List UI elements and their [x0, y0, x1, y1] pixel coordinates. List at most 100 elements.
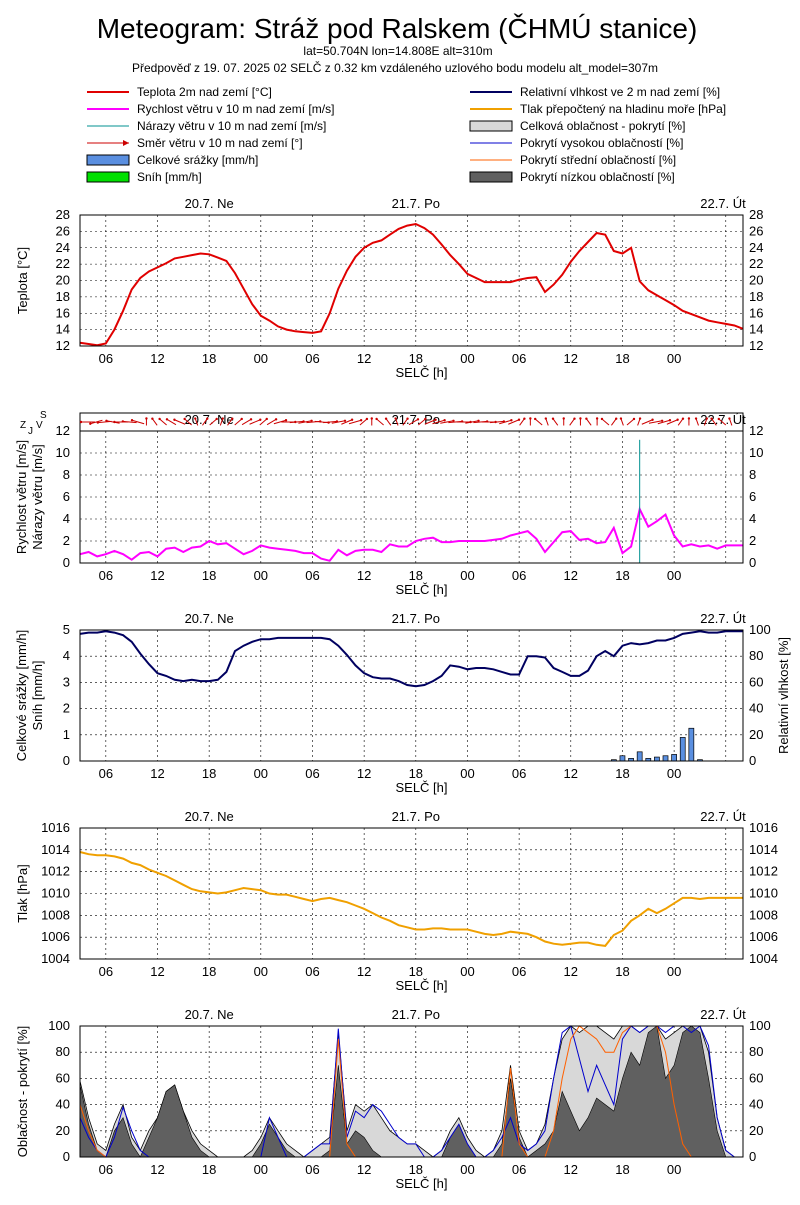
pressure-ytick-label: 1008 — [41, 907, 70, 922]
wind-direction-head — [619, 417, 623, 420]
precip-ytick-label: 1 — [63, 727, 70, 742]
precip-xtick-label: 00 — [254, 766, 268, 781]
precip-ylabel: Celkové srážky [mm/h] — [14, 630, 29, 761]
direction-label-s: S — [40, 410, 47, 421]
wind-direction-head — [551, 417, 555, 420]
wind-direction-head — [510, 419, 513, 422]
wind-direction-arrow — [432, 419, 445, 425]
wind-direction-arrow — [289, 420, 304, 424]
wind-direction-head — [585, 417, 588, 420]
wind-direction-head — [194, 417, 197, 420]
pressure-ytick-label: 1004 — [41, 951, 70, 966]
precip-ytick-label: 2 — [63, 701, 70, 716]
temp-day-label: 21.7. Po — [392, 196, 440, 211]
wind-xtick-label: 06 — [305, 568, 319, 583]
wind-direction-arrow — [569, 418, 575, 426]
wind-direction-arrow — [648, 420, 663, 424]
wind-day-label: 22.7. Út — [700, 412, 746, 427]
clouds-ytick-label: 0 — [63, 1149, 70, 1164]
wind-xtick-label: 00 — [254, 568, 268, 583]
wind-day-label: 20.7. Ne — [185, 412, 234, 427]
temp-ytick-label: 20 — [56, 273, 70, 288]
left-legend-5-swatch — [86, 171, 130, 183]
wind-direction-head — [660, 419, 664, 423]
precip-ylabel2: Sníh [mm/h] — [30, 660, 45, 730]
pressure-xtick-label: 00 — [460, 964, 474, 979]
right-legend-5-label: Pokrytí nízkou oblačností [%] — [520, 170, 675, 184]
wind-direction-head — [523, 417, 526, 420]
wind-direction-arrow — [728, 418, 733, 426]
wind-direction-arrow — [298, 420, 312, 424]
wind-direction-head — [265, 417, 268, 421]
wind-direction-arrow — [227, 418, 233, 426]
wind-direction-head — [562, 417, 565, 420]
legend: Teplota 2m nad zemí [°C] Rychlost větru v… — [86, 85, 726, 184]
temp-day-label: 20.7. Ne — [185, 196, 234, 211]
wind-ytick-label: 6 — [63, 489, 70, 504]
wind-direction-arrow — [131, 419, 145, 425]
pressure-ytick-label: 1006 — [41, 929, 70, 944]
left-legend-1-label: Rychlost větru v 10 m nad zemí [m/s] — [137, 102, 334, 116]
wind-direction-head — [79, 420, 83, 424]
wind-xtick-label: 12 — [150, 568, 164, 583]
wind-ytick-label-right: 6 — [749, 489, 756, 504]
wind-direction-head — [676, 418, 679, 421]
right-legend-5-swatch — [469, 171, 513, 183]
wind-direction-arrow — [666, 419, 678, 425]
precip-xtick-label: 00 — [460, 766, 474, 781]
temp-ytick-label: 16 — [56, 305, 70, 320]
temp-xlabel: SELČ [h] — [395, 365, 447, 380]
right-legend-2-swatch — [469, 120, 513, 132]
precip-ytick-label: 3 — [63, 674, 70, 689]
precip-day-label: 21.7. Po — [392, 611, 440, 626]
precip-bar — [636, 751, 643, 762]
wind-direction-head — [579, 417, 582, 420]
wind-direction-head — [615, 417, 618, 420]
right-legend-0-label: Relativní vlhkost ve 2 m nad zemí [%] — [520, 85, 720, 99]
wind-direction-head — [284, 419, 288, 422]
temp-xtick-label: 18 — [202, 351, 216, 366]
wind-direction-arrow — [273, 419, 287, 425]
precip-day-label: 22.7. Út — [700, 611, 746, 626]
wind-direction-head — [632, 417, 636, 421]
wind-direction-arrow — [90, 419, 103, 425]
wind-direction-arrow — [259, 418, 268, 426]
wind-direction-head — [370, 417, 373, 420]
pressure-series-0 — [79, 851, 743, 947]
left-legend-0-label: Teplota 2m nad zemí [°C] — [137, 85, 272, 99]
wind-direction-arrow — [490, 420, 504, 424]
wind-direction-arrow — [552, 418, 559, 426]
precip-series-0 — [79, 630, 743, 688]
temp-ytick-label-right: 14 — [749, 322, 763, 337]
pressure-ytick-label-right: 1006 — [749, 929, 778, 944]
temp-day-label: 22.7. Út — [700, 196, 746, 211]
precip-bar — [662, 755, 669, 762]
wind-direction-head — [424, 417, 427, 421]
temp-ytick-label-right: 22 — [749, 256, 763, 271]
clouds-ylabel: Oblačnost - pokrytí [%] — [15, 1026, 30, 1158]
wind-direction-head — [130, 419, 134, 422]
wind-direction-arrow — [241, 418, 252, 426]
temp-xtick-label: 06 — [512, 351, 526, 366]
clouds-ytick-label-right: 20 — [749, 1123, 763, 1138]
temp-xtick-label: 00 — [254, 351, 268, 366]
clouds-xtick-label: 00 — [254, 1162, 268, 1177]
pressure-day-label: 22.7. Út — [700, 809, 746, 824]
left-legend-3-label: Směr větru v 10 m nad zemí [°] — [137, 136, 303, 150]
wind-series-0 — [79, 506, 743, 562]
wind-direction-head — [259, 418, 262, 421]
wind-direction-head — [544, 417, 548, 420]
wind-direction-arrow — [418, 418, 426, 426]
wind-direction-head — [477, 419, 480, 423]
precip-ytick-label-right: 40 — [749, 701, 763, 716]
precip-xtick-label: 18 — [202, 766, 216, 781]
clouds-ytick-label-right: 0 — [749, 1149, 756, 1164]
temp-xtick-label: 18 — [409, 351, 423, 366]
wind-direction-head — [240, 417, 243, 421]
pressure-ytick-label-right: 1016 — [749, 820, 778, 835]
wind-direction-arrow — [359, 418, 368, 426]
clouds-ytick-label: 100 — [48, 1018, 70, 1033]
pressure-ytick-label: 1014 — [41, 842, 70, 857]
right-legend-4-label: Pokrytí střední oblačností [%] — [520, 153, 676, 167]
